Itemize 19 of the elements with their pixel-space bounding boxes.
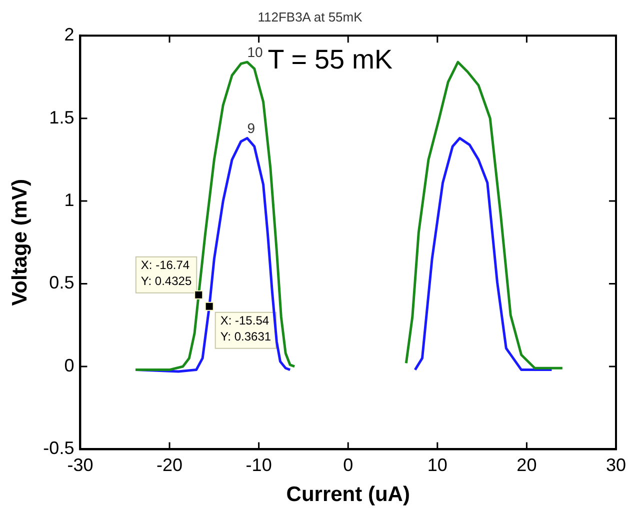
annotation: X: -15.54 Y: 0.3631 — [220, 314, 272, 344]
annotation: X: -16.74 Y: 0.4325 — [140, 258, 192, 288]
y-tick-label: 2 — [64, 24, 74, 45]
x-tick-label: -20 — [156, 454, 183, 475]
legend-label: 10 — [247, 44, 263, 60]
y-tick-label: 0 — [64, 355, 74, 376]
x-tick-label: 10 — [427, 454, 448, 475]
x-tick-label: 20 — [516, 454, 537, 475]
x-axis-title: Current (uA) — [286, 483, 410, 506]
y-tick-label: 0.5 — [49, 272, 74, 293]
y-axis-title: Voltage (mV) — [8, 179, 32, 306]
x-tick-label: -10 — [246, 454, 272, 475]
chart-title: 112FB3A at 55mK — [258, 9, 363, 24]
y-tick-label: 1.5 — [49, 107, 74, 128]
series-label: 9 — [247, 120, 256, 136]
annotation: T = 55 mK — [268, 44, 393, 75]
x-tick-label: 30 — [606, 454, 626, 475]
y-tick-label: 1 — [64, 190, 74, 210]
x-tick-label: 0 — [343, 454, 354, 475]
